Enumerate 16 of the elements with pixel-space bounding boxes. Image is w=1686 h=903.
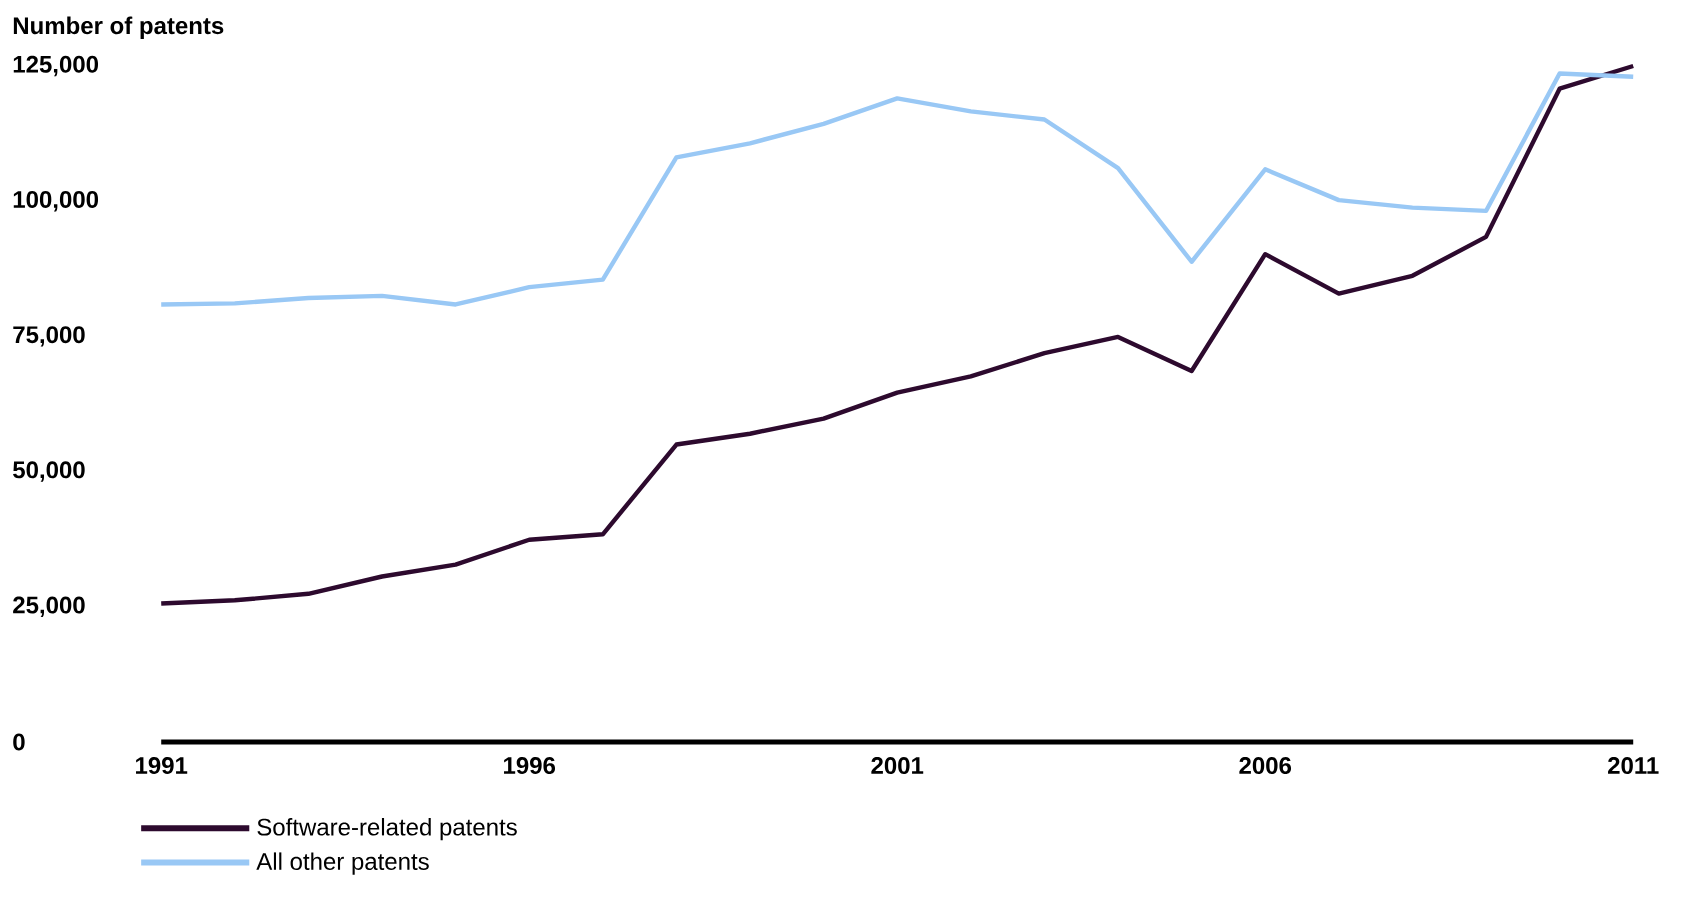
y-tick-label: 25,000	[13, 596, 85, 618]
legend-label: All other patents	[256, 852, 429, 875]
x-tick-label: 2006	[1239, 757, 1292, 775]
y-tick-label: 0	[13, 733, 25, 751]
y-tick-label: 75,000	[13, 326, 85, 347]
y-tick-label: 50,000	[13, 461, 85, 482]
line-series	[159, 71, 1636, 307]
x-tick-label: 2001	[871, 757, 924, 775]
y-tick-label: 100,000	[13, 190, 99, 212]
y-axis-title: Number of patents	[13, 16, 224, 39]
x-tick-label: 1996	[504, 757, 556, 775]
x-tick-label: 2011	[1608, 757, 1659, 775]
x-tick-label: 1991	[136, 757, 188, 775]
legend-label: Software-related patents	[257, 818, 517, 841]
line-series	[159, 63, 1636, 606]
y-tick-label: 125,000	[13, 55, 99, 77]
